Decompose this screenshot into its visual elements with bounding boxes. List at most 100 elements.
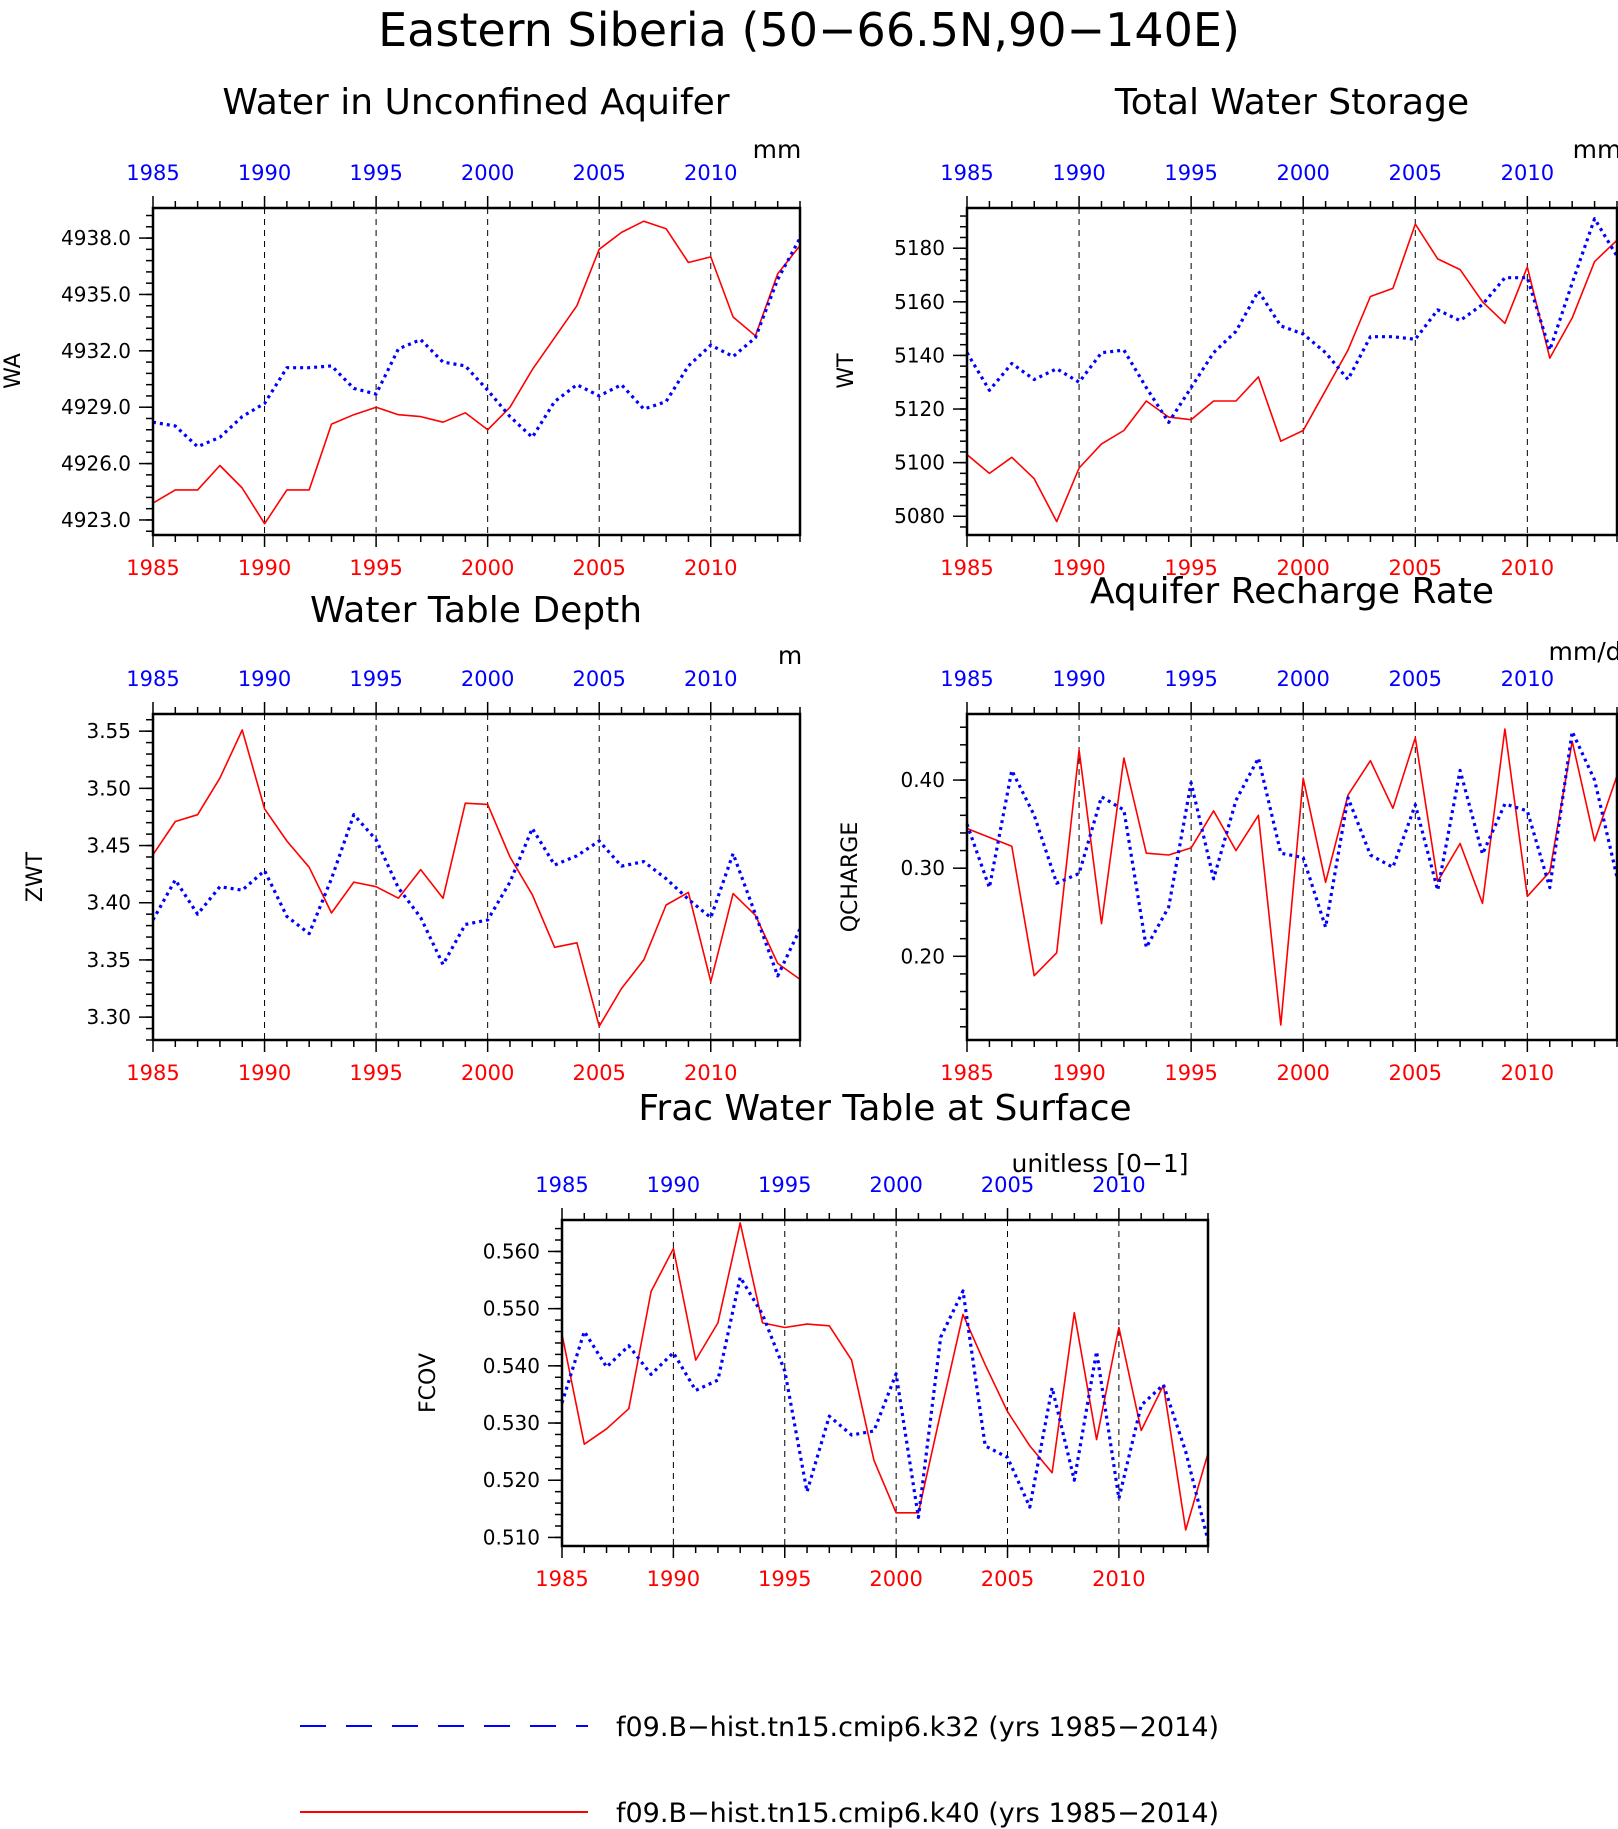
x-tick-label-top: 1990 (238, 161, 291, 185)
legend-label-k40: f09.B−hist.tn15.cmip6.k40 (yrs 1985−2014… (616, 1798, 1219, 1829)
y-tick-label: 3.55 (86, 719, 131, 743)
x-tick-label-bottom: 1985 (126, 556, 179, 580)
units-label: m (778, 641, 802, 670)
x-tick-label-bottom: 2000 (461, 556, 514, 580)
units-label: unitless [0−1] (1011, 1149, 1188, 1178)
y-tick-label: 4935.0 (61, 282, 131, 306)
y-tick-label: 0.560 (483, 1239, 540, 1263)
series-line-k40 (966, 223, 1618, 523)
y-axis-label: WT (834, 353, 859, 389)
x-tick-label-bottom: 1985 (535, 1567, 588, 1591)
x-tick-label-top: 1995 (1164, 161, 1217, 185)
x-tick-label-top: 2005 (572, 667, 625, 691)
y-tick-label: 4938.0 (61, 226, 131, 250)
panel-title: Water in Unconfined Aquifer (222, 82, 729, 123)
x-tick-label-top: 1985 (940, 667, 993, 691)
x-tick-label-bottom: 2010 (684, 1061, 737, 1085)
units-label: mm/d (1549, 637, 1618, 666)
x-tick-label-top: 2010 (1501, 161, 1554, 185)
y-tick-label: 5080 (894, 504, 945, 528)
panel-title: Total Water Storage (1114, 82, 1469, 123)
chart-panel-3: Water Table Depth m ZWT 1985 1985 1990 1990 199… (23, 590, 802, 1085)
x-tick-label-bottom: 1995 (758, 1567, 811, 1591)
x-tick-label-top: 2000 (461, 161, 514, 185)
y-tick-label: 3.30 (86, 1005, 131, 1029)
x-tick-label-top: 1985 (126, 667, 179, 691)
panel-title: Frac Water Table at Surface (638, 1088, 1131, 1129)
y-tick-label: 3.40 (86, 891, 131, 915)
x-tick-label-bottom: 1990 (647, 1567, 700, 1591)
y-tick-label: 5100 (894, 451, 945, 475)
x-tick-label-bottom: 2000 (1276, 556, 1329, 580)
x-tick-label-bottom: 2010 (1501, 556, 1554, 580)
y-tick-label: 0.510 (483, 1525, 540, 1549)
x-tick-label-top: 2000 (1276, 667, 1329, 691)
series-line-k32 (152, 237, 802, 449)
series-line-k40 (966, 728, 1618, 1026)
y-tick-label: 5120 (894, 397, 945, 421)
x-tick-label-bottom: 1985 (126, 1061, 179, 1085)
y-tick-label: 0.30 (900, 856, 945, 880)
series-line-k32 (965, 217, 1618, 424)
plot-frame (151, 712, 802, 1042)
panels: Water in Unconfined Aquifer mm WA 1985 1985 1… (1, 82, 1618, 1591)
x-tick-label-bottom: 1990 (1052, 1061, 1105, 1085)
x-tick-label-top: 1995 (349, 161, 402, 185)
x-tick-label-bottom: 1990 (238, 556, 291, 580)
x-tick-label-top: 2010 (684, 667, 737, 691)
series-line-k32 (560, 1275, 1210, 1541)
x-tick-label-top: 1990 (238, 667, 291, 691)
y-tick-label: 0.20 (900, 944, 945, 968)
x-tick-label-top: 1995 (1164, 667, 1217, 691)
x-tick-label-top: 2000 (461, 667, 514, 691)
series-line-k32 (965, 729, 1618, 950)
legend-label-k32: f09.B−hist.tn15.cmip6.k32 (yrs 1985−2014… (616, 1712, 1219, 1743)
y-tick-label: 5160 (894, 290, 945, 314)
units-label: mm (753, 135, 802, 164)
chart-panel-5: Frac Water Table at Surface unitless [0−1… (416, 1088, 1210, 1591)
x-tick-label-bottom: 1995 (1164, 556, 1217, 580)
plot-frame (560, 1218, 1210, 1548)
series-line-k40 (152, 729, 801, 1028)
series-line-k40 (152, 220, 801, 525)
units-label: mm (1573, 135, 1618, 164)
series-line-k40 (561, 1222, 1209, 1531)
x-tick-label-top: 1985 (940, 161, 993, 185)
y-tick-label: 0.530 (483, 1411, 540, 1435)
y-tick-label: 4923.0 (61, 508, 131, 532)
x-tick-label-bottom: 1995 (349, 1061, 402, 1085)
y-tick-label: 3.50 (86, 776, 131, 800)
x-tick-label-bottom: 2000 (1276, 1061, 1329, 1085)
y-tick-label: 5180 (894, 236, 945, 260)
x-tick-label-top: 1990 (1052, 161, 1105, 185)
x-tick-label-bottom: 1985 (940, 1061, 993, 1085)
y-axis-label: ZWT (23, 851, 48, 902)
x-tick-label-top: 2010 (1092, 1173, 1145, 1197)
x-tick-label-top: 1995 (349, 667, 402, 691)
x-tick-label-top: 1985 (126, 161, 179, 185)
y-tick-label: 3.35 (86, 948, 131, 972)
x-tick-label-top: 2005 (981, 1173, 1034, 1197)
y-tick-label: 4926.0 (61, 452, 131, 476)
chart-panel-4: Aquifer Recharge Rate mm/d QCHARGE 1985 1985… (838, 571, 1618, 1085)
y-tick-label: 3.45 (86, 834, 131, 858)
y-axis-label: QCHARGE (838, 822, 863, 933)
x-tick-label-top: 1995 (758, 1173, 811, 1197)
y-tick-label: 0.540 (483, 1354, 540, 1378)
x-tick-label-bottom: 2010 (1501, 1061, 1554, 1085)
y-tick-label: 0.550 (483, 1297, 540, 1321)
x-tick-label-top: 1990 (647, 1173, 700, 1197)
y-axis-label: FCOV (416, 1353, 441, 1413)
y-tick-label: 0.40 (900, 768, 945, 792)
plot-frame (965, 712, 1618, 1042)
x-tick-label-top: 2005 (572, 161, 625, 185)
x-tick-label-bottom: 2005 (1389, 1061, 1442, 1085)
panel-title: Aquifer Recharge Rate (1090, 571, 1494, 612)
x-tick-label-bottom: 1985 (940, 556, 993, 580)
y-tick-label: 4929.0 (61, 395, 131, 419)
x-tick-label-bottom: 2005 (1389, 556, 1442, 580)
x-tick-label-bottom: 2005 (572, 556, 625, 580)
x-tick-label-top: 1985 (535, 1173, 588, 1197)
x-tick-label-bottom: 2010 (1092, 1567, 1145, 1591)
x-tick-label-bottom: 2000 (869, 1567, 922, 1591)
